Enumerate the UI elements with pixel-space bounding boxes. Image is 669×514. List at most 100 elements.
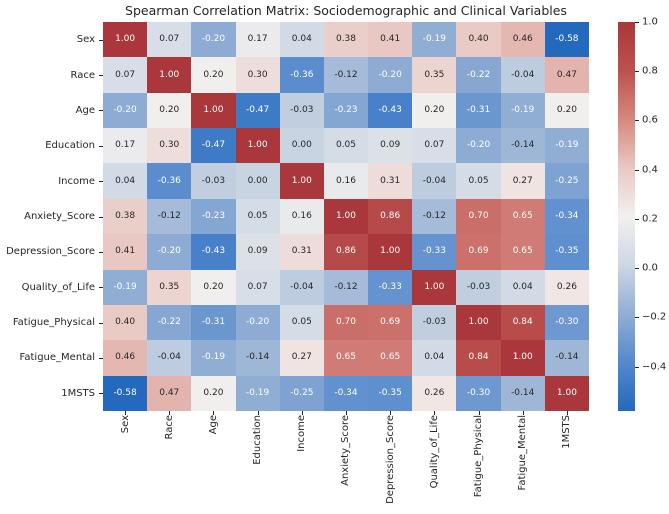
heatmap-cell: -0.19 <box>103 269 148 305</box>
heatmap-cell: -0.04 <box>500 57 545 93</box>
heatmap-cell: 0.46 <box>103 340 148 376</box>
heatmap-cell: 0.26 <box>412 375 457 411</box>
heatmap-cell: -0.12 <box>323 269 369 305</box>
colorbar-tick <box>635 71 639 73</box>
heatmap-cell: -0.19 <box>544 128 589 164</box>
heatmap-cell: 0.00 <box>279 128 324 164</box>
heatmap-cell: 0.20 <box>412 92 457 129</box>
heatmap-cell: 1.00 <box>279 163 324 199</box>
heatmap-cell: -0.43 <box>191 234 236 270</box>
heatmap-cell: 0.70 <box>323 304 369 341</box>
heatmap-cell: 0.70 <box>456 198 501 235</box>
y-axis-tick <box>99 75 103 77</box>
heatmap-cell: -0.23 <box>323 92 369 129</box>
heatmap-cell: -0.03 <box>456 269 501 305</box>
heatmap-cell: 0.04 <box>412 340 457 376</box>
heatmap-cell: 0.35 <box>412 57 457 93</box>
chart-title: Spearman Correlation Matrix: Sociodemogr… <box>125 3 567 18</box>
x-axis-tick <box>390 411 392 415</box>
heatmap-cell: 1.00 <box>544 375 589 411</box>
heatmap-cell: -0.12 <box>323 57 369 93</box>
heatmap-cell: 0.20 <box>544 92 589 129</box>
colorbar-tick-label: 0.2 <box>642 213 658 225</box>
heatmap-cell: 0.20 <box>191 269 236 305</box>
heatmap-cell: -0.35 <box>368 375 413 411</box>
heatmap-cell: 0.09 <box>368 128 413 164</box>
colorbar-tick-label: 0.0 <box>642 262 658 274</box>
colorbar-tick <box>635 169 639 171</box>
y-tick-label: Income <box>58 175 95 187</box>
colorbar-tick-label: 0.4 <box>642 164 658 176</box>
heatmap-cell: 1.00 <box>368 234 413 270</box>
heatmap-cell: 0.30 <box>147 128 192 164</box>
heatmap-cell: -0.03 <box>191 163 236 199</box>
y-tick-label: Depression_Score <box>6 246 95 258</box>
colorbar-tick <box>635 317 639 319</box>
heatmap-cell: 1.00 <box>323 198 369 235</box>
heatmap-cell: 0.04 <box>279 22 324 58</box>
heatmap-cell: -0.23 <box>191 198 236 235</box>
colorbar-tick <box>635 120 639 122</box>
heatmap-cell: -0.34 <box>323 375 369 411</box>
colorbar-tick-label: 0.6 <box>642 114 658 126</box>
heatmap-cell: 0.84 <box>456 340 501 376</box>
heatmap-cell: 0.31 <box>279 234 324 270</box>
heatmap-cell: 0.86 <box>368 198 413 235</box>
x-axis-tick <box>213 411 215 415</box>
heatmap-cell: 0.16 <box>323 163 369 199</box>
y-axis-tick <box>99 287 103 289</box>
heatmap-cell: 0.40 <box>103 304 148 341</box>
heatmap-cell: -0.22 <box>147 304 192 341</box>
heatmap-cell: -0.04 <box>147 340 192 376</box>
heatmap-cell: -0.33 <box>368 269 413 305</box>
heatmap-cell: 0.31 <box>368 163 413 199</box>
heatmap-cell: 1.00 <box>147 57 192 93</box>
heatmap-cell: 0.69 <box>368 304 413 341</box>
heatmap-cell: -0.36 <box>147 163 192 199</box>
heatmap-cell: 0.09 <box>235 234 280 270</box>
heatmap-cell: -0.03 <box>412 304 457 341</box>
heatmap-cell: -0.47 <box>191 128 236 164</box>
heatmap-cell: 0.65 <box>500 198 545 235</box>
heatmap-cell: 0.47 <box>544 57 589 93</box>
heatmap-cell: 0.17 <box>103 128 148 164</box>
heatmap-cell: 0.04 <box>103 163 148 199</box>
heatmap-cell: 0.26 <box>544 269 589 305</box>
heatmap-cell: -0.03 <box>279 92 324 129</box>
y-tick-label: Anxiety_Score <box>24 210 95 222</box>
colorbar <box>618 22 635 411</box>
x-tick-label: Income <box>296 415 308 452</box>
x-tick-label: Anxiety_Score <box>340 415 352 486</box>
heatmap-cell: 1.00 <box>103 22 148 58</box>
heatmap-cell: 1.00 <box>412 269 457 305</box>
y-axis-tick <box>99 357 103 359</box>
y-tick-label: Sex <box>76 34 95 46</box>
heatmap-cell: 0.38 <box>103 198 148 235</box>
heatmap-cell: -0.58 <box>544 22 589 58</box>
y-axis-tick <box>99 110 103 112</box>
heatmap-cell: -0.20 <box>456 128 501 164</box>
y-tick-label: Fatigue_Mental <box>19 352 95 364</box>
x-axis-tick <box>169 411 171 415</box>
heatmap-cell: -0.14 <box>500 375 545 411</box>
heatmap-cell: -0.19 <box>412 22 457 58</box>
colorbar-tick <box>635 366 639 368</box>
heatmap-cell: 0.30 <box>235 57 280 93</box>
heatmap-cell: 1.00 <box>235 128 280 164</box>
x-axis-tick <box>257 411 259 415</box>
y-tick-label: Age <box>75 104 95 116</box>
heatmap-cell: -0.31 <box>456 92 501 129</box>
x-tick-label: Race <box>163 415 175 440</box>
heatmap-cell: 0.07 <box>412 128 457 164</box>
heatmap-cell: 0.40 <box>456 22 501 58</box>
heatmap-cell: 0.27 <box>279 340 324 376</box>
heatmap-cell: -0.19 <box>235 375 280 411</box>
heatmap-cell: -0.20 <box>147 234 192 270</box>
x-axis-tick <box>522 411 524 415</box>
heatmap-cell: 0.07 <box>235 269 280 305</box>
heatmap-cell: -0.33 <box>412 234 457 270</box>
heatmap-cell: 0.86 <box>323 234 369 270</box>
heatmap-cell: -0.20 <box>191 22 236 58</box>
heatmap-cell: 0.41 <box>368 22 413 58</box>
heatmap-cell: 1.00 <box>500 340 545 376</box>
